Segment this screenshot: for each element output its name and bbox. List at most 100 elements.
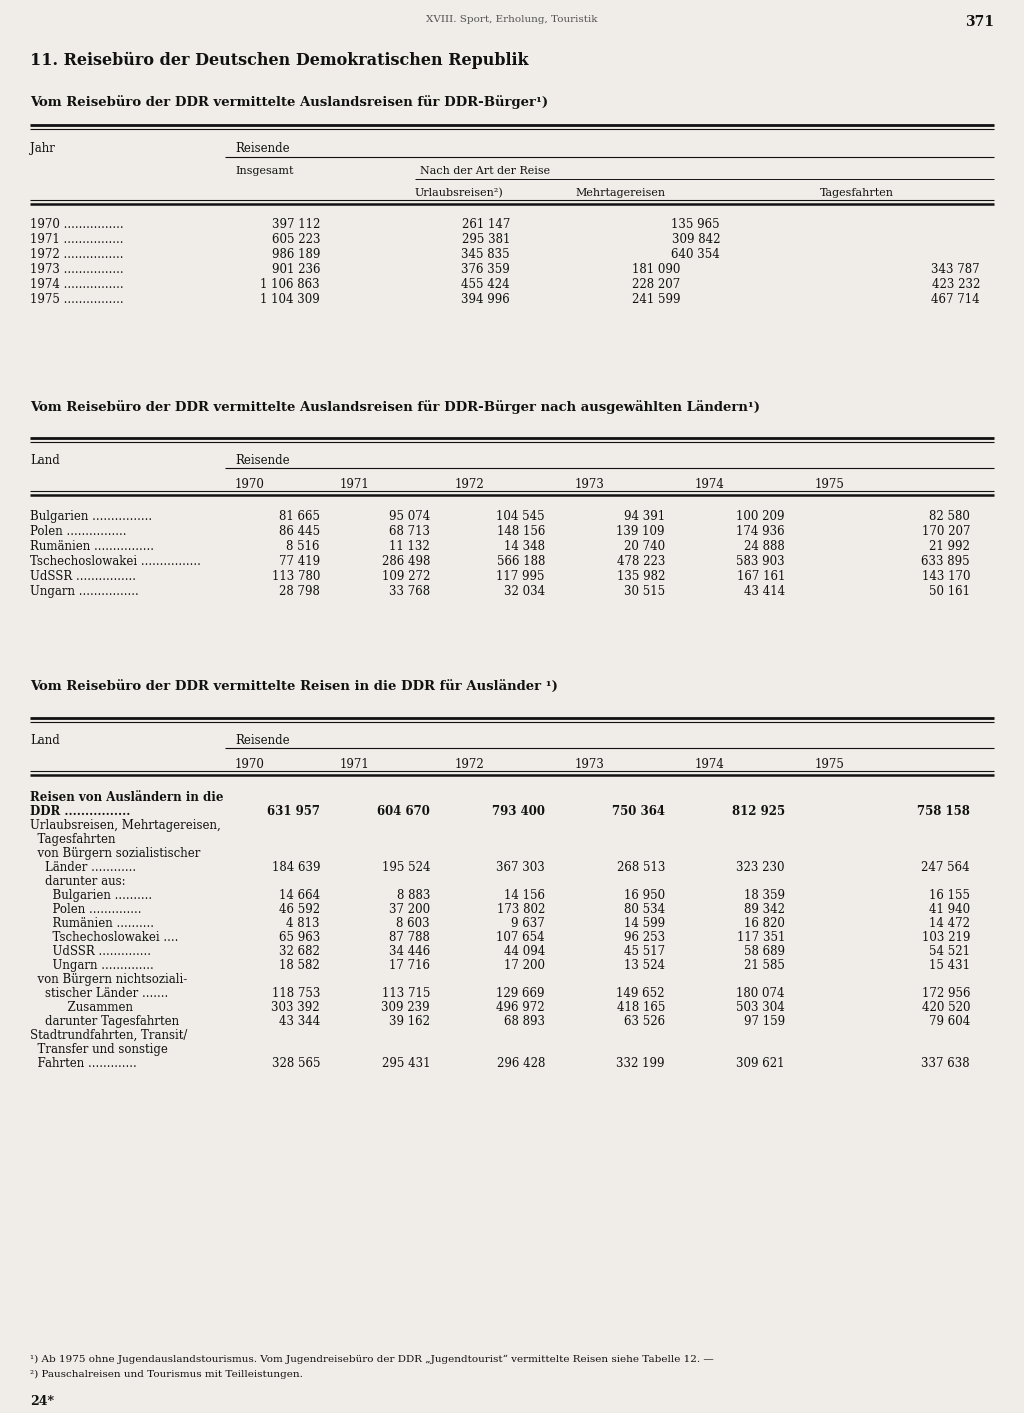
Text: 43 344: 43 344 — [279, 1015, 319, 1029]
Text: 16 155: 16 155 — [929, 889, 970, 901]
Text: 87 788: 87 788 — [389, 931, 430, 944]
Text: 8 883: 8 883 — [396, 889, 430, 901]
Text: 50 161: 50 161 — [929, 585, 970, 598]
Text: Jahr: Jahr — [30, 141, 55, 155]
Text: 812 925: 812 925 — [732, 805, 785, 818]
Text: 4 813: 4 813 — [287, 917, 319, 930]
Text: Vom Reisebüro der DDR vermittelte Auslandsreisen für DDR-Bürger¹): Vom Reisebüro der DDR vermittelte Auslan… — [30, 95, 548, 109]
Text: Reisende: Reisende — [234, 454, 290, 468]
Text: 33 768: 33 768 — [389, 585, 430, 598]
Text: 367 303: 367 303 — [497, 861, 545, 875]
Text: 148 156: 148 156 — [497, 526, 545, 538]
Text: 63 526: 63 526 — [624, 1015, 665, 1029]
Text: 44 094: 44 094 — [504, 945, 545, 958]
Text: 135 965: 135 965 — [672, 218, 720, 230]
Text: Bulgarien ................: Bulgarien ................ — [30, 510, 153, 523]
Text: Länder ............: Länder ............ — [30, 861, 136, 875]
Text: 268 513: 268 513 — [616, 861, 665, 875]
Text: Vom Reisebüro der DDR vermittelte Reisen in die DDR für Ausländer ¹): Vom Reisebüro der DDR vermittelte Reisen… — [30, 680, 558, 692]
Text: 901 236: 901 236 — [271, 263, 319, 276]
Text: 8 603: 8 603 — [396, 917, 430, 930]
Text: 496 972: 496 972 — [497, 1000, 545, 1015]
Text: Fahrten .............: Fahrten ............. — [30, 1057, 137, 1070]
Text: 566 188: 566 188 — [497, 555, 545, 568]
Text: 129 669: 129 669 — [497, 988, 545, 1000]
Text: 94 391: 94 391 — [624, 510, 665, 523]
Text: Transfer und sonstige: Transfer und sonstige — [30, 1043, 168, 1056]
Text: 758 158: 758 158 — [918, 805, 970, 818]
Text: 13 524: 13 524 — [624, 959, 665, 972]
Text: 14 664: 14 664 — [279, 889, 319, 901]
Text: 11 132: 11 132 — [389, 540, 430, 552]
Text: Tagesfahrten: Tagesfahrten — [30, 834, 116, 846]
Text: Polen ..............: Polen .............. — [30, 903, 141, 916]
Text: 633 895: 633 895 — [922, 555, 970, 568]
Text: 8 516: 8 516 — [287, 540, 319, 552]
Text: 376 359: 376 359 — [461, 263, 510, 276]
Text: 605 223: 605 223 — [271, 233, 319, 246]
Text: 34 446: 34 446 — [389, 945, 430, 958]
Text: Stadtrundfahrten, Transit/: Stadtrundfahrten, Transit/ — [30, 1029, 187, 1041]
Text: 371: 371 — [965, 16, 994, 30]
Text: Polen ................: Polen ................ — [30, 526, 127, 538]
Text: 14 348: 14 348 — [504, 540, 545, 552]
Text: 328 565: 328 565 — [271, 1057, 319, 1070]
Text: 11. Reisebüro der Deutschen Demokratischen Republik: 11. Reisebüro der Deutschen Demokratisch… — [30, 52, 528, 69]
Text: Tschechoslowakei ....: Tschechoslowakei .... — [30, 931, 178, 944]
Text: 14 599: 14 599 — [624, 917, 665, 930]
Text: 113 780: 113 780 — [271, 569, 319, 584]
Text: 54 521: 54 521 — [929, 945, 970, 958]
Text: Rumänien ................: Rumänien ................ — [30, 540, 154, 552]
Text: Bulgarien ..........: Bulgarien .......... — [30, 889, 153, 901]
Text: 478 223: 478 223 — [616, 555, 665, 568]
Text: 1 104 309: 1 104 309 — [260, 292, 319, 307]
Text: 46 592: 46 592 — [279, 903, 319, 916]
Text: 65 963: 65 963 — [279, 931, 319, 944]
Text: 1974: 1974 — [695, 757, 725, 771]
Text: 467 714: 467 714 — [932, 292, 980, 307]
Text: 135 982: 135 982 — [616, 569, 665, 584]
Text: 117 351: 117 351 — [736, 931, 785, 944]
Text: 296 428: 296 428 — [497, 1057, 545, 1070]
Text: 149 652: 149 652 — [616, 988, 665, 1000]
Text: stischer Länder .......: stischer Länder ....... — [30, 988, 168, 1000]
Text: 37 200: 37 200 — [389, 903, 430, 916]
Text: 30 515: 30 515 — [624, 585, 665, 598]
Text: 100 209: 100 209 — [736, 510, 785, 523]
Text: UdSSR ................: UdSSR ................ — [30, 569, 136, 584]
Text: 17 200: 17 200 — [504, 959, 545, 972]
Text: 1975 ................: 1975 ................ — [30, 292, 124, 307]
Text: 118 753: 118 753 — [271, 988, 319, 1000]
Text: 9 637: 9 637 — [511, 917, 545, 930]
Text: 32 682: 32 682 — [280, 945, 319, 958]
Text: 107 654: 107 654 — [497, 931, 545, 944]
Text: 241 599: 241 599 — [632, 292, 680, 307]
Text: 1970: 1970 — [234, 757, 265, 771]
Text: darunter aus:: darunter aus: — [30, 875, 126, 887]
Text: 1971: 1971 — [340, 478, 370, 490]
Text: 986 189: 986 189 — [271, 249, 319, 261]
Text: 173 802: 173 802 — [497, 903, 545, 916]
Text: 170 207: 170 207 — [922, 526, 970, 538]
Text: 180 074: 180 074 — [736, 988, 785, 1000]
Text: 139 109: 139 109 — [616, 526, 665, 538]
Text: 1970 ................: 1970 ................ — [30, 218, 124, 230]
Text: 303 392: 303 392 — [271, 1000, 319, 1015]
Text: 17 716: 17 716 — [389, 959, 430, 972]
Text: 79 604: 79 604 — [929, 1015, 970, 1029]
Text: 32 034: 32 034 — [504, 585, 545, 598]
Text: 16 820: 16 820 — [744, 917, 785, 930]
Text: 103 219: 103 219 — [922, 931, 970, 944]
Text: 604 670: 604 670 — [377, 805, 430, 818]
Text: DDR ................: DDR ................ — [30, 805, 130, 818]
Text: 503 304: 503 304 — [736, 1000, 785, 1015]
Text: 397 112: 397 112 — [271, 218, 319, 230]
Text: Land: Land — [30, 733, 59, 747]
Text: 77 419: 77 419 — [279, 555, 319, 568]
Text: 174 936: 174 936 — [736, 526, 785, 538]
Text: 261 147: 261 147 — [462, 218, 510, 230]
Text: 14 472: 14 472 — [929, 917, 970, 930]
Text: Urlaubsreisen²): Urlaubsreisen²) — [415, 188, 504, 198]
Text: darunter Tagesfahrten: darunter Tagesfahrten — [30, 1015, 179, 1029]
Text: 1970: 1970 — [234, 478, 265, 490]
